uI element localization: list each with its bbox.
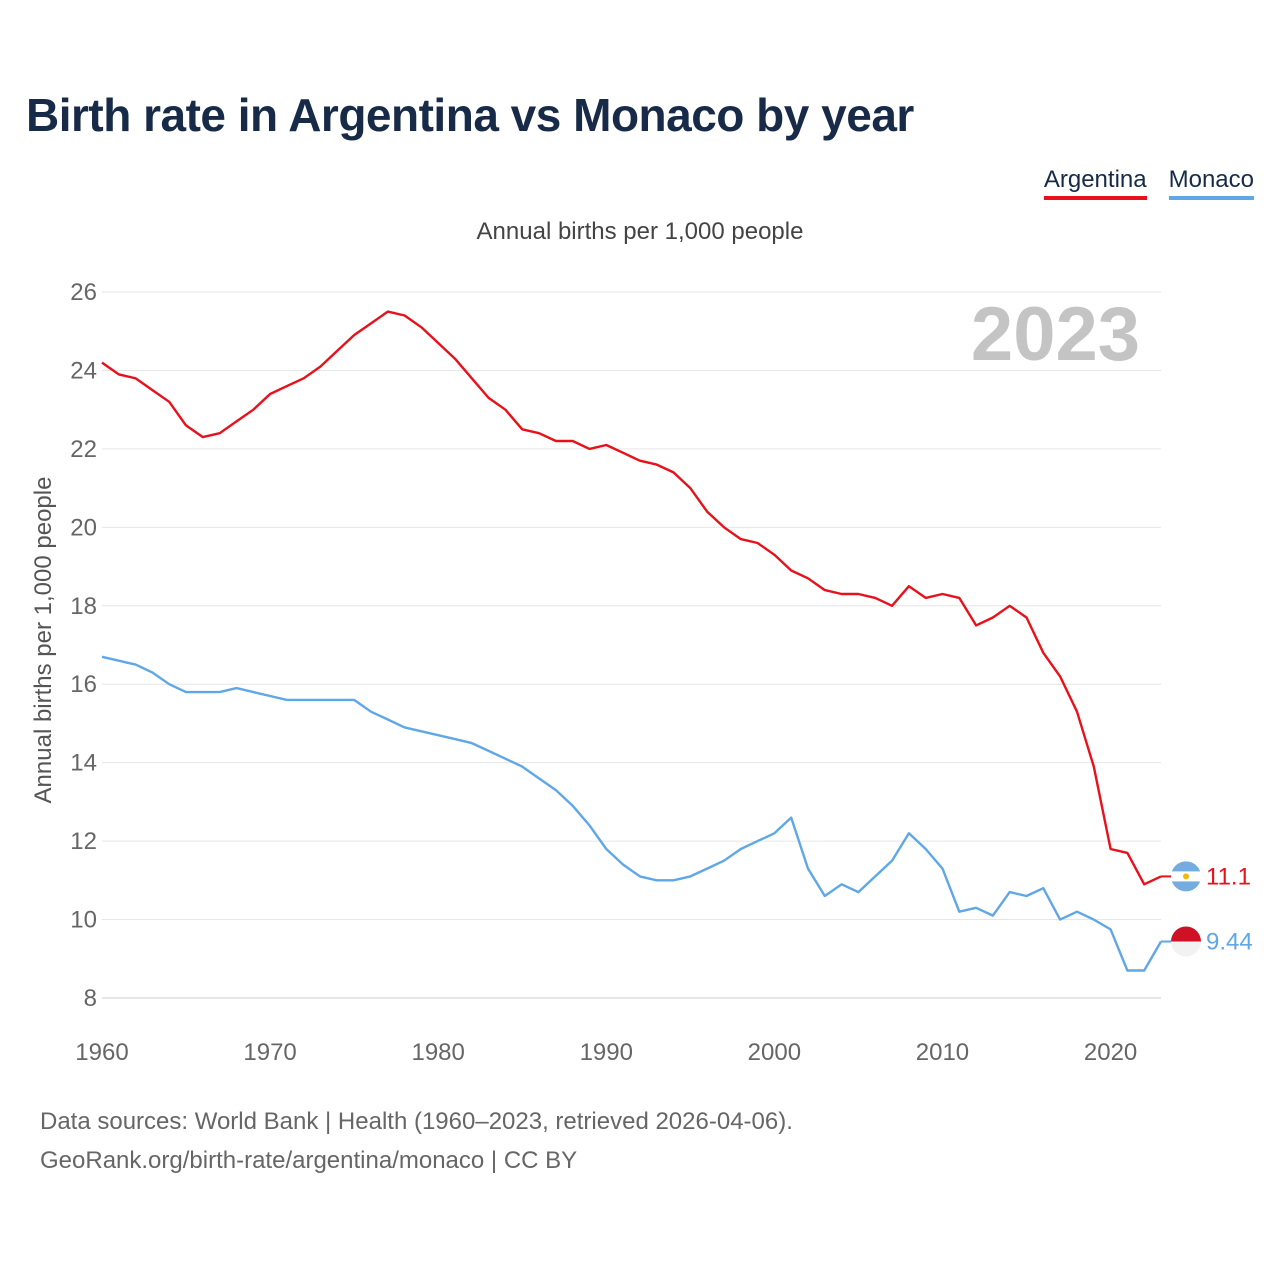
y-axis-ticks: 8 10 12 14 16 18 20 22 24 26 xyxy=(70,279,97,1012)
chart-subtitle: Annual births per 1,000 people xyxy=(476,218,804,245)
x-tick-label: 1990 xyxy=(580,1039,633,1066)
source-url[interactable]: GeoRank.org/birth-rate/argentina/monaco … xyxy=(40,1147,578,1174)
legend: Argentina Monaco xyxy=(1043,166,1254,200)
legend-item-argentina[interactable]: Argentina xyxy=(1043,166,1147,200)
current-year-label: 2023 xyxy=(971,292,1140,377)
y-tick-label: 24 xyxy=(70,357,97,384)
y-tick-label: 12 xyxy=(70,828,97,855)
end-value-label-argentina: 11.1 xyxy=(1206,863,1251,890)
source-line: Data sources: World Bank | Health (1960–… xyxy=(40,1108,793,1135)
x-tick-label: 1970 xyxy=(243,1039,296,1066)
x-tick-label: 1960 xyxy=(75,1039,128,1066)
y-tick-label: 26 xyxy=(70,279,97,306)
y-tick-label: 18 xyxy=(70,593,97,620)
gridlines xyxy=(102,291,1161,999)
series-line-argentina xyxy=(101,310,1162,886)
series-lines xyxy=(101,310,1163,972)
y-tick-label: 14 xyxy=(70,750,97,777)
flag-monaco-icon xyxy=(1171,926,1201,957)
y-tick-label: 20 xyxy=(70,514,97,541)
y-tick-label: 8 xyxy=(84,985,97,1012)
y-tick-label: 10 xyxy=(70,907,97,934)
y-tick-label: 16 xyxy=(70,671,97,698)
flag-argentina-icon xyxy=(1171,861,1201,892)
series-line-monaco xyxy=(101,655,1163,972)
y-axis-label: Annual births per 1,000 people xyxy=(30,477,57,804)
legend-item-monaco[interactable]: Monaco xyxy=(1168,166,1254,200)
x-tick-label: 2010 xyxy=(916,1039,969,1066)
end-markers: 11.1 9.44 xyxy=(1161,861,1253,957)
x-axis-ticks: 1960 1970 1980 1990 2000 2010 2020 xyxy=(75,1039,1137,1066)
chart-title: Birth rate in Argentina vs Monaco by yea… xyxy=(26,89,914,141)
end-value-label-monaco: 9.44 xyxy=(1206,929,1253,956)
x-tick-label: 2000 xyxy=(748,1039,801,1066)
y-tick-label: 22 xyxy=(70,436,97,463)
x-tick-label: 2020 xyxy=(1084,1039,1137,1066)
x-tick-label: 1980 xyxy=(411,1039,464,1066)
